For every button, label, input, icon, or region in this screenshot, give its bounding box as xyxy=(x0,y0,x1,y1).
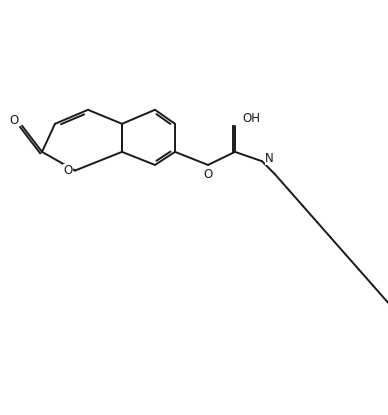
Text: OH: OH xyxy=(242,112,260,125)
Text: O: O xyxy=(203,168,213,181)
Text: O: O xyxy=(9,114,19,127)
Text: O: O xyxy=(63,164,73,177)
Text: N: N xyxy=(265,152,274,165)
